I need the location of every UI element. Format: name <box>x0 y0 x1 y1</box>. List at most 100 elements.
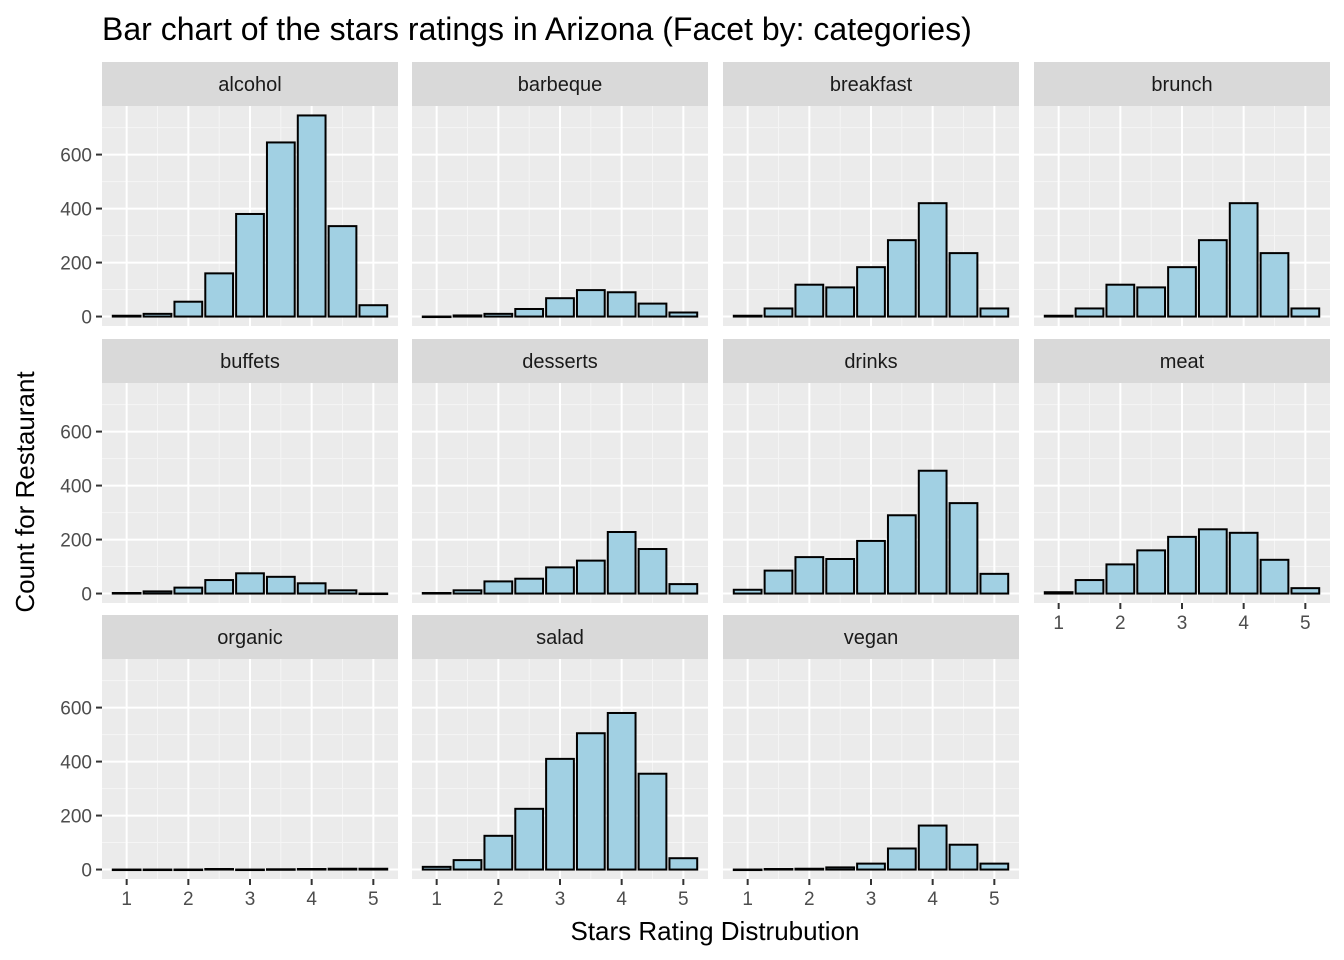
y-tick-label: 0 <box>81 585 92 606</box>
facet-panel-alcohol: alcohol <box>102 62 398 326</box>
facet-panel-barbeque: barbeque <box>412 62 708 326</box>
facet-strip-label: breakfast <box>830 74 913 96</box>
bar-buffets-4 <box>296 582 327 595</box>
bar-buffets-1 <box>111 592 142 595</box>
facet-strip-label: vegan <box>844 627 899 649</box>
bar-breakfast-3.5 <box>886 239 917 318</box>
bar-drinks-4 <box>917 469 948 595</box>
bar-alcohol-2.5 <box>204 272 235 318</box>
bar-desserts-2 <box>483 580 514 595</box>
bar-breakfast-1 <box>732 314 763 318</box>
bar-organic-2 <box>173 868 204 872</box>
bar-organic-1 <box>111 868 142 872</box>
y-tick-label: 600 <box>60 146 92 167</box>
facet-strip-label: desserts <box>522 351 598 373</box>
bar-barbeque-5 <box>668 311 699 318</box>
bar-salad-1 <box>421 865 452 871</box>
facet-panel-organic: organic <box>102 615 398 879</box>
bar-alcohol-5 <box>358 304 389 318</box>
bar-buffets-2 <box>173 586 204 595</box>
x-axis-ticks: 1 2 3 4 5 1 2 3 4 5 1 2 3 4 5 1 2 3 4 5 <box>121 603 1311 910</box>
bar-vegan-2.5 <box>825 866 856 871</box>
bar-desserts-5 <box>668 583 699 595</box>
y-tick-label: 0 <box>81 861 92 882</box>
bar-breakfast-4 <box>917 202 948 318</box>
bar-brunch-2 <box>1105 283 1136 318</box>
bar-salad-2.5 <box>514 807 545 871</box>
x-tick-label: 5 <box>368 889 379 910</box>
bar-alcohol-1.5 <box>142 312 173 318</box>
bar-drinks-2.5 <box>825 558 856 595</box>
bar-salad-5 <box>668 857 699 871</box>
bar-drinks-5 <box>979 572 1010 595</box>
facet-strip-label: organic <box>217 627 283 649</box>
bar-alcohol-4 <box>296 114 327 318</box>
bar-buffets-3 <box>235 572 265 595</box>
bar-organic-4 <box>296 868 327 871</box>
facet-strip-label: brunch <box>1151 74 1212 96</box>
bar-brunch-5 <box>1290 307 1321 318</box>
bar-meat-2 <box>1105 563 1136 595</box>
facet-strip <box>1034 62 1330 106</box>
bar-salad-3 <box>545 757 575 871</box>
facet-strip <box>1034 339 1330 383</box>
bar-barbeque-2 <box>483 312 514 318</box>
y-tick-label: 600 <box>60 699 92 720</box>
bar-drinks-4.5 <box>948 502 979 595</box>
bar-brunch-4.5 <box>1259 252 1290 318</box>
bar-vegan-2 <box>794 867 825 871</box>
facet-panel-desserts: desserts <box>412 339 708 603</box>
bar-alcohol-2 <box>173 300 204 318</box>
bar-meat-2.5 <box>1136 549 1167 595</box>
bar-barbeque-3 <box>545 297 575 318</box>
bar-drinks-1.5 <box>763 569 794 595</box>
chart-title: Bar chart of the stars ratings in Arizon… <box>102 11 972 47</box>
bar-salad-3.5 <box>575 732 606 871</box>
facet-strip <box>412 62 708 106</box>
x-tick-label: 2 <box>804 889 815 910</box>
bar-drinks-2 <box>794 556 825 595</box>
bar-alcohol-3.5 <box>265 141 296 318</box>
bar-desserts-1.5 <box>452 589 483 595</box>
bar-organic-5 <box>358 867 389 871</box>
facet-strip-label: buffets <box>220 351 280 373</box>
bar-meat-5 <box>1290 587 1321 595</box>
bar-salad-1.5 <box>452 859 483 871</box>
x-tick-label: 5 <box>678 889 689 910</box>
facet-strip <box>723 615 1019 659</box>
bar-brunch-3 <box>1167 266 1197 318</box>
x-tick-label: 3 <box>555 889 566 910</box>
bar-buffets-5 <box>358 592 389 596</box>
bar-brunch-1.5 <box>1074 307 1105 318</box>
bar-vegan-3.5 <box>886 847 917 871</box>
bar-breakfast-1.5 <box>763 307 794 318</box>
y-tick-label: 200 <box>60 807 92 828</box>
facet-panel-meat: meat <box>1034 339 1330 603</box>
bar-vegan-3 <box>856 862 886 871</box>
x-tick-label: 5 <box>989 889 1000 910</box>
y-axis-title: Count for Restaurant <box>10 371 40 613</box>
x-axis-title: Stars Rating Distrubution <box>570 916 859 946</box>
bar-brunch-4 <box>1228 202 1259 318</box>
bar-desserts-4.5 <box>637 548 668 595</box>
bar-brunch-3.5 <box>1197 239 1228 318</box>
bar-barbeque-3.5 <box>575 289 606 318</box>
bar-barbeque-4.5 <box>637 302 668 318</box>
facet-strip <box>412 615 708 659</box>
facet-panels: alcohol barbeque breakfast brunch buffets des… <box>102 62 1330 879</box>
bar-barbeque-1 <box>421 315 452 319</box>
x-tick-label: 1 <box>431 889 442 910</box>
bar-meat-3 <box>1167 535 1197 595</box>
x-tick-label: 1 <box>121 889 132 910</box>
facet-strip <box>102 615 398 659</box>
facet-strip <box>723 62 1019 106</box>
x-tick-label: 2 <box>493 889 504 910</box>
facet-strip-label: barbeque <box>518 74 603 96</box>
facet-strip <box>723 339 1019 383</box>
y-tick-label: 200 <box>60 254 92 275</box>
bar-drinks-3.5 <box>886 514 917 595</box>
bar-salad-2 <box>483 834 514 871</box>
facet-strip-label: alcohol <box>218 74 281 96</box>
bar-breakfast-2.5 <box>825 286 856 318</box>
